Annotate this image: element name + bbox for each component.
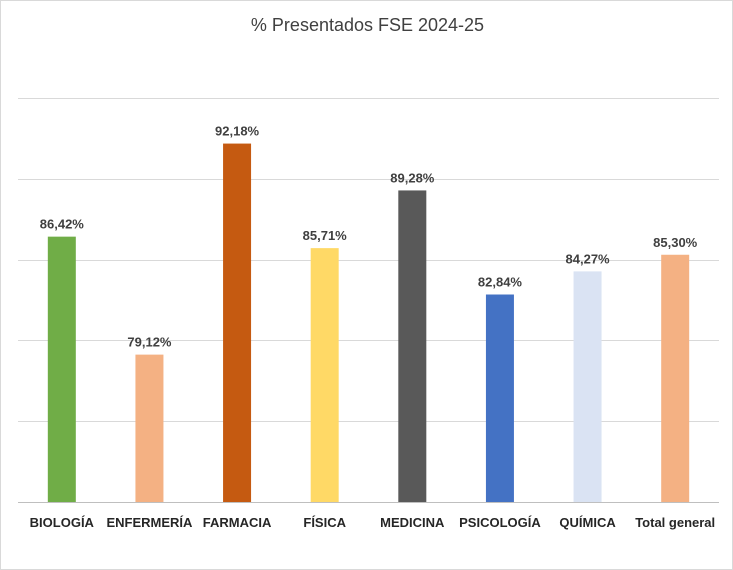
category-tick-label: BIOLOGÍA — [30, 515, 95, 530]
data-label: 86,42% — [40, 217, 85, 232]
bar — [398, 190, 427, 503]
data-label: 79,12% — [127, 335, 172, 350]
bar — [485, 294, 514, 502]
gridlines — [18, 98, 719, 503]
bar — [47, 236, 76, 502]
category-tick-label: FARMACIA — [203, 515, 272, 530]
data-label: 82,84% — [478, 275, 523, 290]
data-label: 89,28% — [390, 170, 435, 185]
bar — [135, 354, 164, 502]
chart-title: % Presentados FSE 2024-25 — [250, 15, 485, 35]
bar — [661, 254, 690, 502]
category-tick-label: MEDICINA — [380, 515, 445, 530]
category-tick-labels: BIOLOGÍA ENFERMERÍA FARMACIA FÍSICA MEDICINA… — [30, 515, 715, 530]
data-label: 85,71% — [303, 228, 348, 243]
bars — [47, 143, 690, 503]
category-tick-label: FÍSICA — [303, 515, 346, 530]
data-label: 85,30% — [653, 235, 698, 250]
category-tick-label: PSICOLOGÍA — [459, 515, 541, 530]
category-tick-label: Total general — [635, 515, 715, 530]
data-labels: 86,42% 79,12% 92,18% 85,71% 89,28% 82,84% 84,2… — [40, 124, 698, 350]
bar — [310, 248, 339, 502]
data-label: 92,18% — [215, 124, 260, 139]
data-label: 84,27% — [566, 251, 611, 266]
bar — [223, 143, 252, 502]
category-tick-label: QUÍMICA — [559, 515, 616, 530]
bar — [573, 271, 602, 502]
category-tick-label: ENFERMERÍA — [106, 515, 193, 530]
